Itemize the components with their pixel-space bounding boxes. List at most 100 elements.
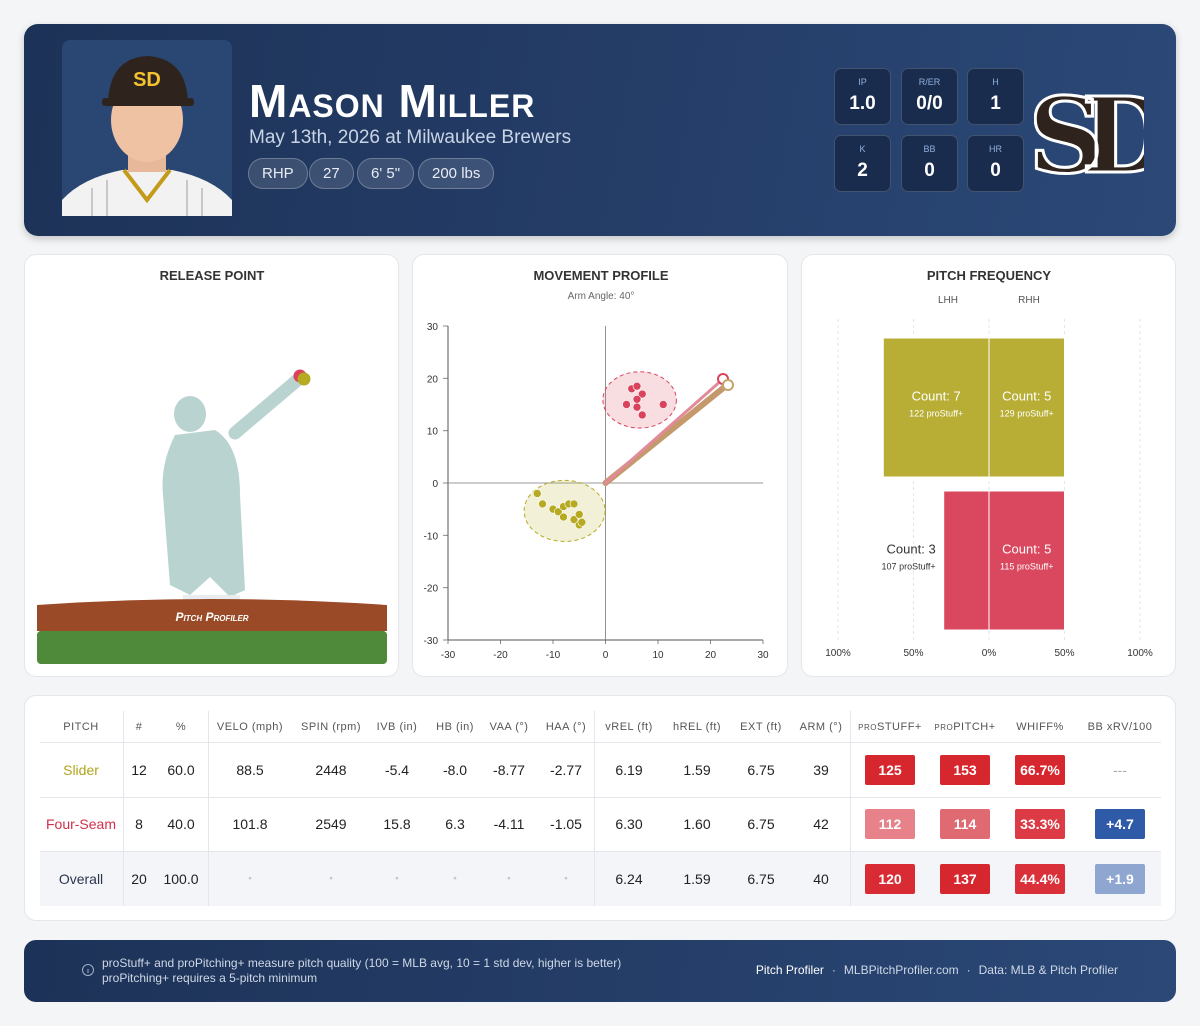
table-cell: • <box>564 873 568 885</box>
release-dot <box>297 372 311 386</box>
sep: · <box>966 963 971 977</box>
x-tick-label: -30 <box>441 650 456 661</box>
pitch-point <box>574 510 584 519</box>
table-cell: 6.19 <box>615 762 643 778</box>
pitch-point <box>632 381 642 391</box>
column-header: proPITCH+ <box>934 721 996 733</box>
x-tick-label: 30 <box>757 650 769 661</box>
stuff-label: 115 proStuff+ <box>1000 562 1053 572</box>
table-cell: 40.0 <box>167 816 195 832</box>
stat-value: 0 <box>990 160 1001 181</box>
y-tick-label: -20 <box>424 584 439 595</box>
col-line <box>208 711 209 906</box>
column-header: PITCH <box>63 721 99 733</box>
stat-value: 0 <box>924 160 935 181</box>
player-name: Mason Miller <box>249 75 536 127</box>
column-header: WHIFF% <box>1016 721 1064 733</box>
pitch-point <box>577 517 587 527</box>
count-label: Count: 7 <box>912 389 961 404</box>
panel-title: PITCH FREQUENCY <box>927 268 1052 283</box>
stat-value: 0/0 <box>916 93 943 114</box>
table-cell: 44.4% <box>1015 864 1065 894</box>
table-cell: 15.8 <box>383 816 411 832</box>
column-header: proSTUFF+ <box>858 721 922 733</box>
pitch-name: Overall <box>58 871 104 887</box>
table-cell: 100.0 <box>163 871 199 887</box>
table-cell: -1.05 <box>550 816 582 832</box>
tag: RHP <box>248 158 308 189</box>
table-cell: 42 <box>813 816 829 832</box>
y-tick-label: 10 <box>427 427 439 438</box>
table-cell: 153 <box>940 755 990 785</box>
row-line <box>40 851 1161 852</box>
stat-box: IP 1.0 <box>834 68 891 125</box>
table-cell: -5.4 <box>384 762 410 778</box>
panel-subtitle: Arm Angle: 40° <box>568 291 635 302</box>
movement-panel: MOVEMENT PROFILE Arm Angle: 40° -30 -20 -1… <box>412 254 788 677</box>
movement-chart: MOVEMENT PROFILE Arm Angle: 40° -30 -20 -1… <box>424 268 769 661</box>
stat-label: HR <box>989 144 1002 154</box>
table-cell: 1.59 <box>683 871 711 887</box>
y-tick-label: 20 <box>427 374 439 385</box>
col-line <box>123 711 124 906</box>
table-cell: 40 <box>813 871 829 887</box>
y-tick-label: -30 <box>424 636 439 647</box>
game-info: May 13th, 2026 at Milwaukee Brewers <box>249 127 572 148</box>
column-header: IVB (in) <box>376 721 418 733</box>
table-cell: • <box>507 873 511 885</box>
table-cell: • <box>329 873 333 885</box>
frequency-bar <box>882 337 990 478</box>
x-tick-label: 0% <box>982 648 997 659</box>
table-cell: 137 <box>940 864 990 894</box>
column-header: % <box>175 721 187 733</box>
table-cell: -8.0 <box>442 762 468 778</box>
stat-label: K <box>859 144 866 154</box>
panel-title: RELEASE POINT <box>160 268 265 283</box>
column-header: EXT (ft) <box>740 721 782 733</box>
arm-line <box>604 377 725 485</box>
cap-logo: SD <box>133 69 161 91</box>
player-photo: SD <box>62 40 232 216</box>
note-line: proStuff+ and proPitching+ measure pitch… <box>102 956 622 970</box>
tag: 6' 5" <box>357 158 415 189</box>
table-cell: -2.77 <box>550 762 582 778</box>
table-cell: --- <box>1113 762 1127 778</box>
x-tick-label: 50% <box>1054 648 1074 659</box>
table-cell: 6.75 <box>747 871 775 887</box>
brand-text: Pitch Profiler <box>175 610 248 624</box>
frequency-bar <box>988 337 1065 478</box>
column-header: hREL (ft) <box>672 721 722 733</box>
release-chart: RELEASE POINT Pitch Profiler <box>37 268 387 664</box>
logo-text: SD <box>1034 74 1144 192</box>
x-tick-label: -20 <box>493 650 508 661</box>
tag: 27 <box>309 158 354 189</box>
y-tick-label: 30 <box>427 322 439 333</box>
stat-label: BB <box>923 144 936 154</box>
y-tick-label: 0 <box>432 479 438 490</box>
table-cell: 125 <box>865 755 915 785</box>
x-tick-label: 100% <box>1127 648 1153 659</box>
column-header: VELO (mph) <box>216 721 284 733</box>
source: Data: MLB & Pitch Profiler <box>978 963 1118 977</box>
sep: · <box>831 963 836 977</box>
col-line <box>850 711 851 906</box>
table-cell: 33.3% <box>1015 809 1065 839</box>
tag: 200 lbs <box>418 158 495 189</box>
table-cell: 6.75 <box>747 816 775 832</box>
x-tick-label: 10 <box>652 650 664 661</box>
stat-value: 1 <box>990 93 1001 114</box>
site: MLBPitchProfiler.com <box>843 963 959 977</box>
column-header: vREL (ft) <box>605 721 653 733</box>
note-line: proPitching+ requires a 5-pitch minimum <box>102 971 318 985</box>
count-label: Count: 5 <box>1002 389 1051 404</box>
table-cell: 88.5 <box>236 762 264 778</box>
footer: proStuff+ and proPitching+ measure pitch… <box>24 940 1176 1002</box>
x-tick-label: -10 <box>546 650 561 661</box>
x-tick-label: 0 <box>603 650 609 661</box>
info-icon <box>82 964 94 976</box>
table-cell: 39 <box>813 762 829 778</box>
side-label: LHH <box>938 295 958 306</box>
table-cell: • <box>395 873 399 885</box>
table-cell: 12 <box>131 762 147 778</box>
